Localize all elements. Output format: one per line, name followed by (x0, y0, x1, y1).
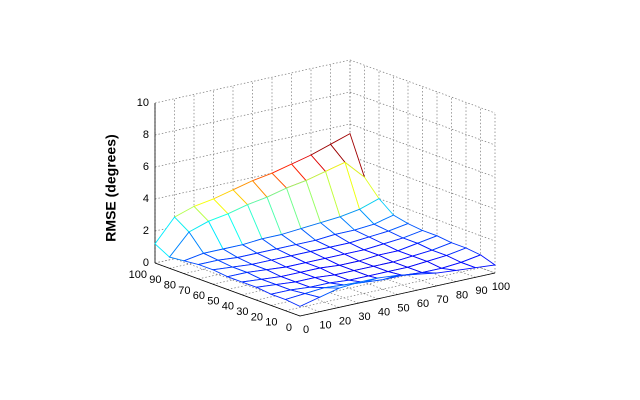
x-tick-label: 30 (358, 311, 370, 323)
y-tick-label: 80 (164, 280, 176, 292)
surface (154, 132, 497, 307)
y-tick-label: 100 (129, 269, 147, 281)
x-tick-label: 100 (492, 281, 510, 293)
y-tick-label: 20 (251, 311, 263, 323)
z-axis-label: RMSE (degrees) (103, 134, 119, 241)
x-tick-label: 10 (319, 320, 331, 332)
x-tick-label: 70 (436, 294, 448, 306)
y-tick-label: 60 (193, 290, 205, 302)
y-tick-label: 30 (236, 306, 248, 318)
z-tick-label: 6 (143, 161, 149, 173)
x-tick-label: 80 (456, 290, 468, 302)
z-tick-label: 4 (143, 193, 149, 205)
grid-line (349, 91, 496, 146)
axis-line (154, 262, 301, 317)
y-tick-label: 70 (178, 285, 190, 297)
x-tick-label: 20 (339, 315, 351, 327)
x-tick-label: 50 (397, 302, 409, 314)
x-tick-label: 60 (417, 298, 429, 310)
x-tick-label: 90 (475, 285, 487, 297)
z-tick-label: 2 (143, 225, 149, 237)
y-tick-label: 90 (149, 274, 161, 286)
x-tick-label: 40 (378, 307, 390, 319)
z-tick-label: 10 (137, 97, 149, 109)
z-tick-label: 0 (143, 257, 149, 269)
grid-line (349, 59, 496, 114)
y-tick-label: 0 (286, 322, 292, 334)
axis-line (299, 272, 496, 317)
z-tick-label: 8 (143, 129, 149, 141)
y-tick-label: 50 (207, 295, 219, 307)
y-tick-label: 10 (265, 317, 277, 329)
y-tick-label: 40 (222, 301, 234, 313)
x-tick-label: 0 (303, 324, 309, 336)
surface-cell (284, 293, 321, 307)
